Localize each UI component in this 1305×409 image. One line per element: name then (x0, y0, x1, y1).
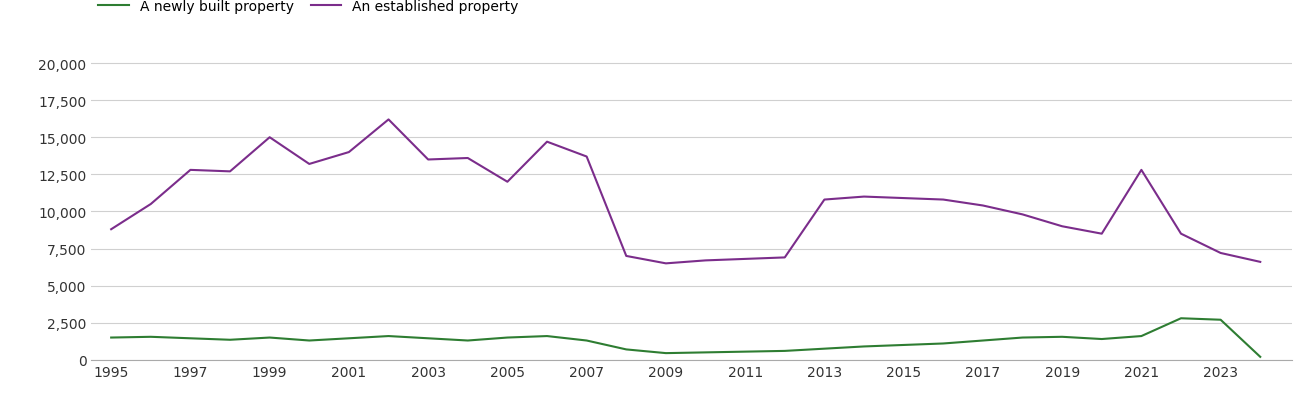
A newly built property (381, 334, 397, 339)
Line: An established property: An established property (111, 120, 1261, 264)
A newly built property (222, 337, 238, 342)
A newly built property (341, 336, 356, 341)
A newly built property (856, 344, 872, 349)
A newly built property (1015, 335, 1031, 340)
Legend: A newly built property, An established property: A newly built property, An established p… (98, 0, 518, 14)
An established property (500, 180, 515, 185)
A newly built property (103, 335, 119, 340)
An established property (381, 118, 397, 123)
A newly built property (183, 336, 198, 341)
An established property (1054, 224, 1070, 229)
A newly built property (1054, 335, 1070, 339)
An established property (1094, 231, 1109, 236)
An established property (817, 198, 833, 202)
An established property (1212, 251, 1228, 256)
An established property (895, 196, 911, 201)
An established property (420, 157, 436, 162)
A newly built property (500, 335, 515, 340)
A newly built property (459, 338, 475, 343)
A newly built property (658, 351, 673, 356)
An established property (1134, 168, 1150, 173)
An established property (301, 162, 317, 167)
An established property (698, 258, 714, 263)
An established property (103, 227, 119, 232)
A newly built property (539, 334, 555, 339)
A newly built property (817, 346, 833, 351)
An established property (856, 195, 872, 200)
A newly built property (936, 341, 951, 346)
An established property (619, 254, 634, 259)
A newly built property (420, 336, 436, 341)
An established property (1015, 212, 1031, 217)
An established property (539, 140, 555, 145)
An established property (183, 168, 198, 173)
An established property (737, 257, 753, 262)
Line: A newly built property: A newly built property (111, 319, 1261, 357)
An established property (222, 169, 238, 174)
A newly built property (262, 335, 278, 340)
An established property (776, 255, 792, 260)
An established property (579, 155, 595, 160)
A newly built property (1212, 317, 1228, 322)
An established property (341, 150, 356, 155)
An established property (1173, 231, 1189, 236)
A newly built property (737, 349, 753, 354)
An established property (658, 261, 673, 266)
A newly built property (144, 335, 159, 339)
An established property (1253, 260, 1268, 265)
A newly built property (1134, 334, 1150, 339)
A newly built property (301, 338, 317, 343)
A newly built property (895, 343, 911, 348)
A newly built property (776, 348, 792, 353)
An established property (975, 204, 990, 209)
An established property (144, 202, 159, 207)
A newly built property (698, 350, 714, 355)
An established property (936, 198, 951, 202)
A newly built property (579, 338, 595, 343)
A newly built property (975, 338, 990, 343)
An established property (459, 156, 475, 161)
A newly built property (619, 347, 634, 352)
A newly built property (1094, 337, 1109, 342)
A newly built property (1253, 355, 1268, 360)
A newly built property (1173, 316, 1189, 321)
An established property (262, 135, 278, 140)
